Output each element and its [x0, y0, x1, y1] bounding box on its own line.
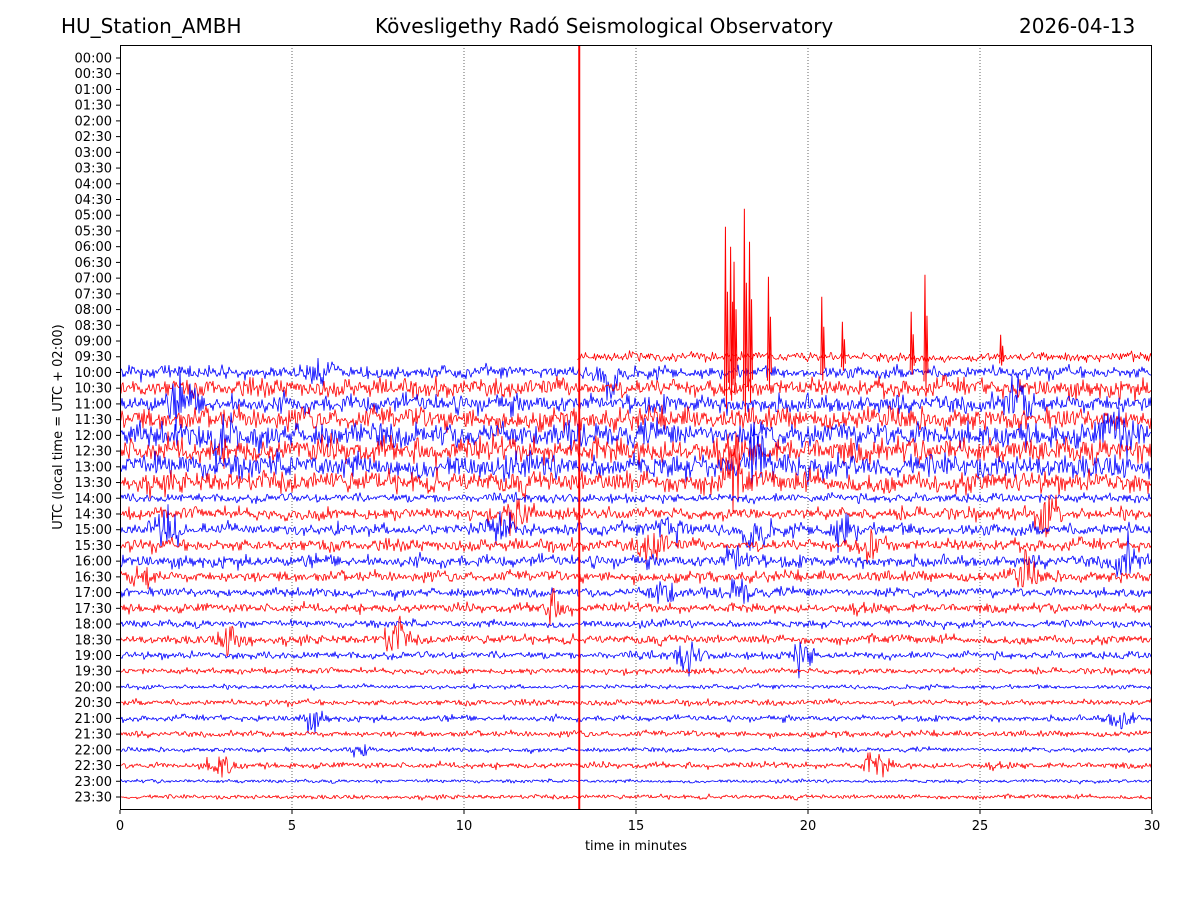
y-tick-label: 20:30: [75, 696, 112, 711]
seismic-trace-2230: [120, 752, 1152, 778]
event-spike: [723, 226, 729, 409]
y-tick-label: 09:30: [75, 350, 112, 365]
y-tick-label: 23:30: [75, 791, 112, 806]
plot-frame: [120, 45, 1152, 810]
y-tick-label: 00:30: [75, 67, 112, 82]
seismic-trace-1430: [120, 494, 1152, 538]
y-tick-label: 16:00: [75, 555, 112, 570]
chart-title: Kövesligethy Radó Seismological Observat…: [375, 14, 834, 38]
y-tick-label: 05:30: [75, 224, 112, 239]
event-spike: [909, 311, 915, 375]
seismic-trace-2330: [120, 793, 1152, 801]
event-spike: [766, 276, 772, 389]
y-tick-label: 22:00: [75, 743, 112, 758]
y-tick-label: 18:00: [75, 618, 112, 633]
x-tick-label: 10: [456, 819, 473, 834]
y-axis-label: UTC (local time = UTC + 02:00): [51, 324, 66, 529]
seismic-trace-1630: [120, 548, 1152, 590]
seismic-trace-1300: [120, 428, 1152, 486]
y-tick-label: 03:30: [75, 162, 112, 177]
y-tick-label: 17:30: [75, 602, 112, 617]
seismic-trace-1930: [120, 666, 1152, 676]
seismic-trace-1000: [120, 357, 1152, 401]
y-tick-label: 13:30: [75, 476, 112, 491]
seismic-trace-2300: [120, 778, 1152, 785]
y-tick-label: 11:30: [75, 413, 112, 428]
y-tick-label: 14:00: [75, 492, 112, 507]
y-tick-label: 11:00: [75, 397, 112, 412]
seismic-trace-1530: [120, 528, 1152, 565]
y-tick-label: 04:30: [75, 193, 112, 208]
seismic-trace-1330: [120, 432, 1152, 514]
y-tick-label: 20:00: [75, 680, 112, 695]
y-tick-label: 01:30: [75, 99, 112, 114]
seismic-trace-1730: [120, 588, 1152, 627]
event-spike: [820, 296, 826, 381]
seismic-trace-1700: [120, 578, 1152, 604]
x-tick-label: 25: [972, 819, 989, 834]
event-spike: [923, 274, 929, 390]
y-tick-label: 02:30: [75, 130, 112, 145]
x-axis-label: time in minutes: [585, 839, 687, 854]
x-tick-label: 15: [628, 819, 645, 834]
seismic-trace-1400: [120, 491, 1152, 505]
seismic-trace-2030: [120, 698, 1152, 708]
y-tick-label: 10:00: [75, 366, 112, 381]
seismic-trace-1030: [120, 374, 1152, 403]
seismic-trace-1230: [120, 431, 1152, 473]
y-tick-label: 17:00: [75, 586, 112, 601]
y-tick-label: 08:30: [75, 319, 112, 334]
y-tick-label: 21:30: [75, 728, 112, 743]
y-tick-label: 18:30: [75, 633, 112, 648]
seismic-trace-2130: [120, 729, 1152, 739]
event-spike: [748, 241, 754, 403]
seismic-trace-1600: [120, 530, 1152, 577]
y-tick-label: 08:00: [75, 303, 112, 318]
seismic-trace-1100: [120, 367, 1152, 432]
seismic-trace-1800: [120, 618, 1152, 631]
y-tick-label: 15:00: [75, 523, 112, 538]
event-spike: [999, 334, 1005, 366]
x-tick-label: 20: [800, 819, 817, 834]
y-tick-label: 00:00: [75, 52, 112, 67]
seismic-trace-1130: [120, 404, 1152, 437]
y-tick-label: 23:00: [75, 775, 112, 790]
seismic-trace-1900: [120, 641, 1152, 679]
y-tick-label: 16:30: [75, 570, 112, 585]
y-tick-label: 21:00: [75, 712, 112, 727]
y-tick-label: 06:00: [75, 240, 112, 255]
y-tick-label: 05:00: [75, 209, 112, 224]
y-tick-label: 12:00: [75, 429, 112, 444]
seismic-trace-1500: [120, 504, 1152, 554]
y-tick-label: 15:30: [75, 539, 112, 554]
chart-date: 2026-04-13: [1019, 14, 1136, 38]
x-tick-label: 5: [288, 819, 296, 834]
y-tick-label: 10:30: [75, 382, 112, 397]
seismic-trace-0930: [577, 350, 1152, 363]
y-tick-label: 01:00: [75, 83, 112, 98]
y-tick-label: 02:00: [75, 114, 112, 129]
y-tick-label: 06:30: [75, 256, 112, 271]
y-tick-label: 22:30: [75, 759, 112, 774]
y-tick-label: 19:30: [75, 665, 112, 680]
y-tick-label: 07:00: [75, 272, 112, 287]
station-name: HU_Station_AMBH: [61, 14, 242, 38]
y-tick-label: 14:30: [75, 507, 112, 522]
y-tick-label: 07:30: [75, 287, 112, 302]
y-tick-label: 19:00: [75, 649, 112, 664]
seismic-trace-1200: [120, 407, 1152, 472]
seismic-trace-2100: [120, 710, 1152, 734]
x-tick-label: 30: [1144, 819, 1161, 834]
y-tick-label: 13:00: [75, 460, 112, 475]
y-tick-label: 12:30: [75, 445, 112, 460]
x-tick-label: 0: [116, 819, 124, 834]
event-spike: [840, 321, 846, 371]
y-tick-label: 03:00: [75, 146, 112, 161]
seismic-trace-2200: [120, 744, 1152, 758]
seismic-trace-2000: [120, 683, 1152, 691]
seismic-trace-1830: [120, 615, 1152, 657]
y-tick-label: 04:00: [75, 177, 112, 192]
y-tick-label: 09:00: [75, 335, 112, 350]
